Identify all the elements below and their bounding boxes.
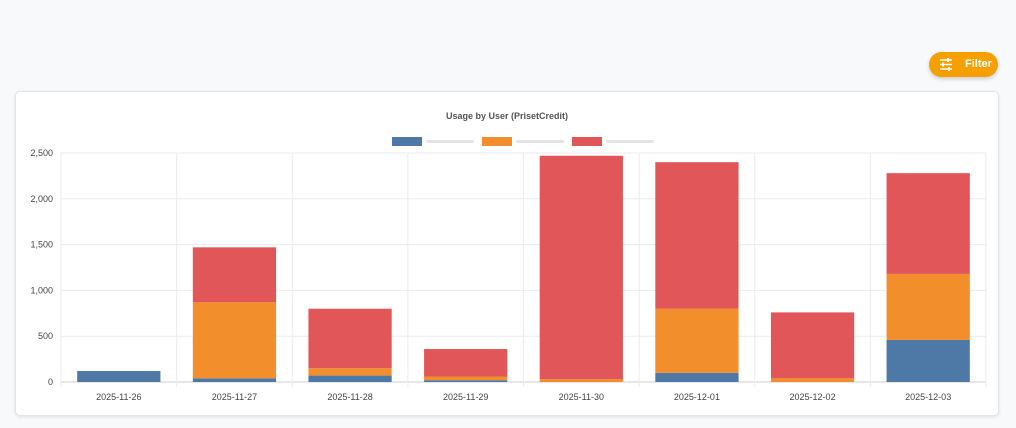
chart-bars: [77, 155, 970, 382]
bar-2025-11-29-series-2[interactable]: [424, 376, 508, 381]
bar-2025-12-03-series-1[interactable]: [886, 339, 970, 382]
x-tick-label: 2025-11-26: [96, 392, 141, 402]
bar-2025-12-01-series-3[interactable]: [655, 162, 739, 309]
sliders-icon: [940, 58, 952, 71]
chart-legend: [392, 137, 654, 146]
y-tick-label: 500: [38, 331, 53, 341]
x-tick-label: 2025-12-01: [674, 392, 720, 402]
bar-2025-11-27-series-2[interactable]: [192, 302, 277, 379]
x-tick-label: 2025-11-27: [212, 392, 257, 402]
filter-button-label: Filter: [965, 58, 992, 70]
y-tick-label: 0: [48, 377, 53, 387]
bar-2025-11-30-series-2[interactable]: [539, 379, 623, 382]
y-tick-label: 1,000: [30, 285, 53, 295]
bar-2025-11-26-series-1[interactable]: [77, 371, 161, 382]
y-axis: 0 500 1,000 1,500 2,000 2,500: [30, 148, 53, 387]
bar-2025-12-03-series-3[interactable]: [886, 173, 970, 274]
y-tick-label: 1,500: [30, 240, 53, 250]
x-tick-label: 2025-12-02: [790, 392, 836, 402]
chart-title: Usage by User (PrisetCredit): [446, 111, 568, 121]
y-tick-label: 2,500: [30, 148, 53, 158]
usage-chart: Usage by User (PrisetCredit) 0 500 1,000 1,…: [30, 111, 987, 402]
bar-2025-11-28-series-1[interactable]: [308, 375, 392, 382]
bar-2025-11-27-series-3[interactable]: [192, 247, 277, 303]
x-tick-label: 2025-11-30: [559, 392, 604, 402]
legend-swatch-2[interactable]: [482, 137, 512, 146]
legend-label-blurred-2: [516, 140, 564, 143]
bar-2025-12-01-series-2[interactable]: [655, 308, 739, 373]
chart-card: Usage by User (PrisetCredit) 0 500 1,000 1,…: [15, 91, 999, 416]
legend-label-blurred-3: [606, 140, 654, 143]
y-tick-label: 2,000: [30, 194, 53, 204]
bar-2025-11-27-series-1[interactable]: [192, 378, 277, 382]
legend-label-blurred-1: [426, 140, 474, 143]
bar-2025-12-03-series-2[interactable]: [886, 273, 970, 340]
bar-2025-12-01-series-1[interactable]: [655, 372, 739, 382]
bar-2025-11-29-series-3[interactable]: [424, 349, 508, 377]
x-tick-label: 2025-11-28: [327, 392, 372, 402]
bar-2025-12-02-series-3[interactable]: [770, 312, 855, 379]
legend-swatch-3[interactable]: [572, 137, 602, 146]
filter-button[interactable]: Filter: [929, 52, 998, 77]
x-tick-label: 2025-12-03: [905, 392, 951, 402]
bar-2025-11-29-series-1[interactable]: [424, 380, 508, 382]
bar-2025-11-28-series-3[interactable]: [308, 308, 392, 369]
bar-2025-11-28-series-2[interactable]: [308, 368, 392, 376]
bar-2025-11-30-series-3[interactable]: [539, 155, 623, 380]
x-tick-label: 2025-11-29: [443, 392, 488, 402]
x-axis: 2025-11-26 2025-11-27 2025-11-28 2025-11-29…: [96, 392, 951, 402]
bar-2025-12-02-series-2[interactable]: [770, 378, 855, 382]
legend-swatch-1[interactable]: [392, 137, 422, 146]
